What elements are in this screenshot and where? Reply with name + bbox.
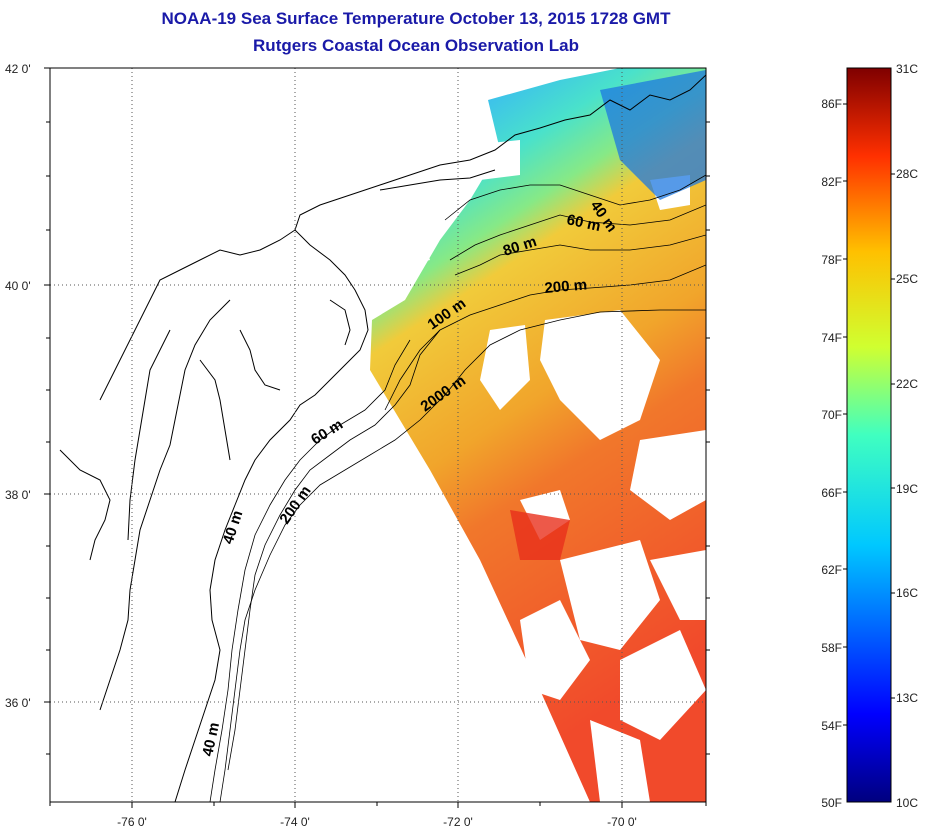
lat-minor-ticks: [44, 67, 710, 808]
lon-label: -72 0': [443, 815, 473, 829]
contour-label: 40 m: [199, 721, 223, 758]
map-frame: [49, 67, 707, 803]
colorbar-f-label: 66F: [821, 486, 842, 500]
lat-label: 40 0': [5, 279, 31, 293]
lon-label: -76 0': [117, 815, 147, 829]
colorbar-f-label: 82F: [821, 175, 842, 189]
colorbar-c-label: 16C: [896, 586, 918, 600]
colorbar-c-label: 25C: [896, 272, 918, 286]
map-subtitle: Rutgers Coastal Ocean Observation Lab: [253, 36, 579, 55]
contour-label: 60 m: [565, 211, 602, 235]
colorbar-c-label: 19C: [896, 482, 918, 496]
graticule: [50, 68, 706, 802]
colorbar-c-label: 31C: [896, 62, 918, 76]
lon-label: -74 0': [280, 815, 310, 829]
contour-label: 200 m: [544, 276, 588, 297]
map-title: NOAA-19 Sea Surface Temperature October …: [161, 9, 671, 28]
colorbar-gradient: [846, 67, 892, 803]
lon-labels: -76 0' -74 0' -72 0' -70 0': [117, 815, 637, 829]
contour-label: 60 m: [308, 416, 346, 449]
colorbar-c-label: 10C: [896, 796, 918, 810]
contour-label: 40 m: [220, 508, 247, 546]
lon-label: -70 0': [607, 815, 637, 829]
colorbar-c-label: 13C: [896, 691, 918, 705]
lat-labels: 42 0' 40 0' 38 0' 36 0': [5, 62, 31, 710]
coastline: [59, 74, 706, 802]
lat-label: 38 0': [5, 488, 31, 502]
colorbar-f-label: 54F: [821, 719, 842, 733]
colorbar-f-label: 70F: [821, 408, 842, 422]
colorbar-c-label: 28C: [896, 167, 918, 181]
colorbar-f-label: 74F: [821, 331, 842, 345]
colorbar-c-label: 22C: [896, 377, 918, 391]
contour-label: 200 m: [276, 483, 314, 528]
isobath-contours: [209, 174, 706, 802]
colorbar: 86F 82F 78F 74F 70F 66F 62F 58F 54F 50F …: [821, 62, 918, 810]
sst-swath: [370, 68, 706, 802]
colorbar-f-label: 58F: [821, 641, 842, 655]
lat-label: 36 0': [5, 696, 31, 710]
colorbar-f-label: 78F: [821, 253, 842, 267]
lat-label: 42 0': [5, 62, 31, 76]
colorbar-f-label: 62F: [821, 563, 842, 577]
colorbar-f-label: 86F: [821, 97, 842, 111]
colorbar-f-label: 50F: [821, 796, 842, 810]
